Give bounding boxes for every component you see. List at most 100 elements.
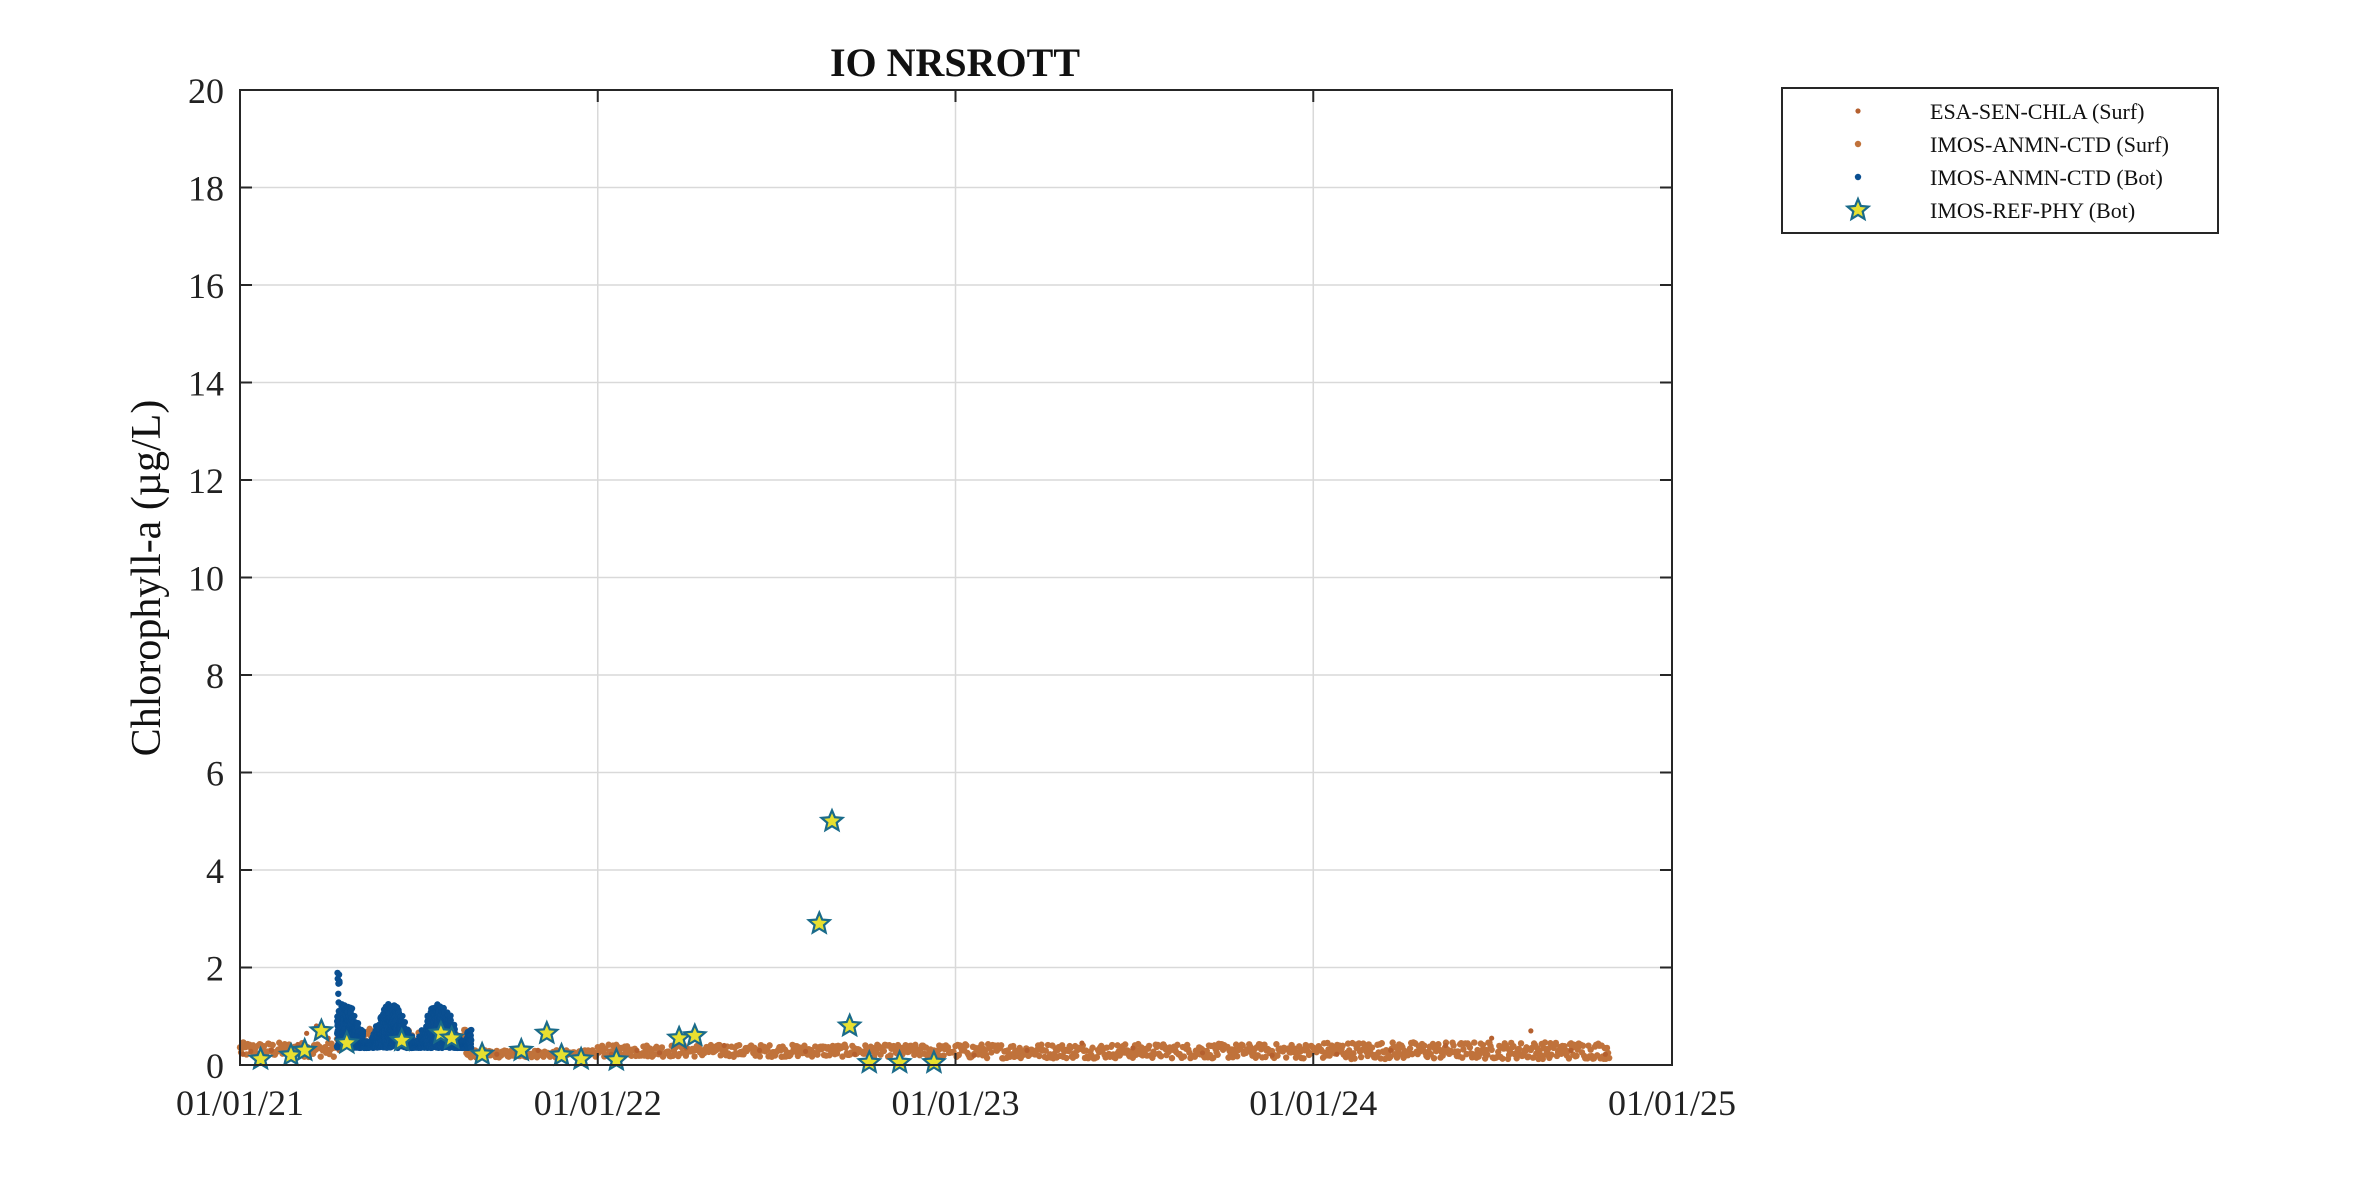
series-layer [236,807,1613,1074]
data-point [756,1047,763,1053]
data-point [548,1041,575,1067]
data-point [269,1041,276,1049]
y-tick-label: 0 [206,1046,224,1086]
data-point [1036,1052,1043,1060]
data-point [1232,1041,1240,1048]
data-point [1339,1042,1346,1049]
legend-label: IMOS-ANMN-CTD (Surf) [1930,132,2169,157]
data-point [335,971,343,978]
data-point [1602,1051,1608,1057]
legend-marker [1855,108,1861,114]
data-point [1180,1053,1188,1060]
data-point [248,1048,254,1054]
y-tick-label: 10 [188,559,224,599]
data-point [1605,1054,1613,1062]
data-point [1435,1041,1442,1048]
data-point [1421,1042,1428,1049]
data-point [1274,1052,1281,1059]
x-axis: 01/01/21 01/01/22 01/01/23 01/01/24 01/01/25 [176,90,1736,1123]
legend-marker [1844,196,1872,222]
grid-lines [240,90,1672,1065]
data-point [1093,1053,1101,1061]
data-point [1121,1041,1129,1048]
data-point [1174,1041,1181,1049]
data-point [1300,1055,1307,1062]
data-point [308,1017,335,1043]
data-point [399,1012,406,1020]
data-point [836,1012,863,1038]
data-point [971,1052,977,1058]
data-point [656,1050,663,1056]
data-point [1239,1042,1246,1049]
data-point [887,1052,894,1059]
data-point [1269,1052,1275,1058]
data-point [1351,1055,1358,1062]
data-point [335,990,342,997]
data-point [1459,1054,1466,1061]
data-point [988,1049,995,1056]
data-point [658,1044,666,1051]
data-point [1442,1042,1449,1049]
data-point [1466,1044,1474,1051]
data-point [1089,1044,1096,1051]
data-point [766,1042,773,1049]
data-point [1073,1052,1080,1059]
data-point [1517,1040,1525,1047]
data-point [535,1047,541,1053]
data-point [818,807,846,833]
y-tick-label: 6 [206,754,224,794]
data-point [1479,1041,1487,1049]
data-point [1306,1050,1314,1057]
data-point [1510,1042,1517,1050]
legend: ESA-SEN-CHLA (Surf) IMOS-ANMN-CTD (Surf) I… [1781,87,2219,234]
series-3 [247,807,948,1074]
data-point [1024,1047,1030,1053]
data-point [1454,1048,1462,1055]
data-point [1406,1045,1414,1052]
data-point [330,1053,337,1060]
data-point [681,1021,709,1047]
legend-label: IMOS-REF-PHY (Bot) [1930,198,2135,223]
data-point [467,1037,475,1044]
data-point [1168,1054,1176,1062]
data-point [1515,1045,1523,1052]
data-point [336,979,343,987]
data-point [405,1028,412,1035]
data-point [304,1030,310,1036]
data-point [401,1018,409,1026]
legend-label: IMOS-ANMN-CTD (Bot) [1930,165,2163,190]
x-tick-label: 01/01/23 [892,1083,1020,1123]
data-point [447,1012,454,1019]
y-axis: 0 2 4 6 8 10 12 14 16 18 20 [188,71,1672,1086]
y-axis-label: Chlorophyll-a (µg/L) [124,400,170,757]
data-point [348,1005,356,1012]
data-point [944,1044,952,1051]
data-point [359,1028,367,1035]
data-point [1548,1051,1555,1058]
data-point [756,1053,764,1060]
data-point [494,1051,500,1057]
data-point [1038,1041,1045,1048]
data-point [955,1051,962,1059]
data-point [842,1044,849,1051]
data-point [1539,1055,1547,1063]
data-point [1114,1042,1121,1049]
data-point [1262,1053,1269,1061]
data-point [1214,1051,1221,1058]
data-point [886,1048,913,1074]
data-point [240,1051,246,1057]
data-point [1357,1053,1365,1061]
data-point [467,1044,475,1051]
data-point [291,1036,318,1062]
data-point [1378,1040,1386,1047]
data-point [1199,1050,1206,1056]
data-point [1552,1039,1560,1047]
data-point [856,1048,883,1074]
data-point [1484,1051,1491,1058]
data-point [920,1048,948,1074]
data-point [1145,1042,1153,1050]
data-point [1130,1045,1136,1051]
y-tick-label: 20 [188,71,224,111]
data-point [351,1012,358,1020]
